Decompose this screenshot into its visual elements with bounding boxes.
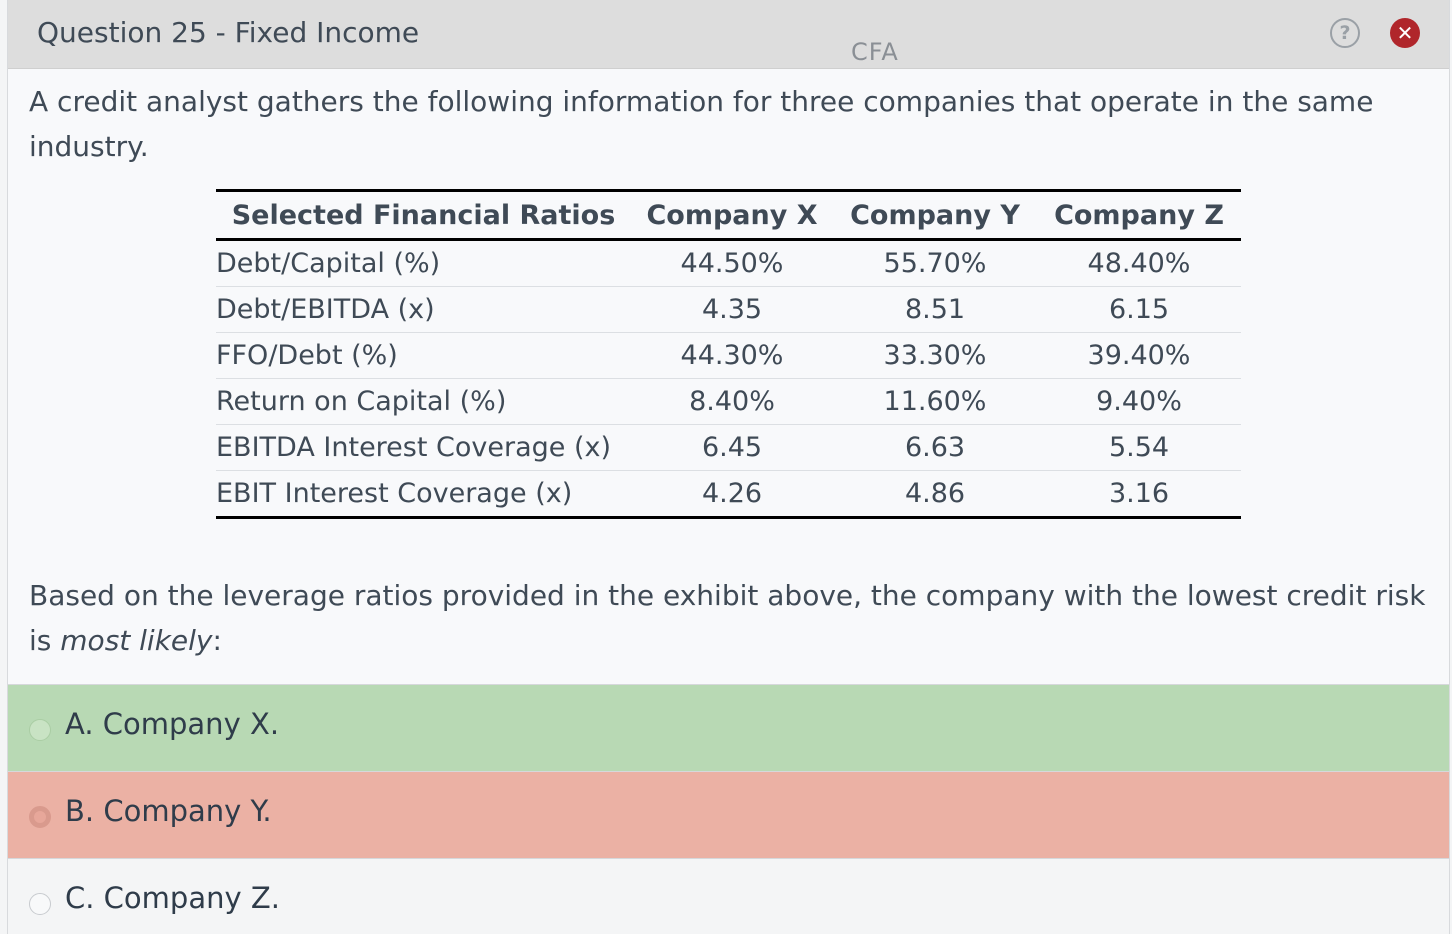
table-row: Debt/Capital (%) 44.50% 55.70% 48.40% (216, 239, 1241, 287)
company-y-value: 6.63 (833, 424, 1037, 471)
ratio-label: FFO/Debt (%) (216, 332, 631, 379)
cfa-watermark: CFA (851, 38, 899, 66)
company-x-value: 8.40% (631, 378, 833, 425)
table-row: Return on Capital (%) 8.40% 11.60% 9.40% (216, 378, 1241, 425)
financial-ratios-table: Selected Financial Ratios Company X Comp… (216, 189, 1241, 519)
question-suffix: : (212, 624, 222, 657)
table-row: EBIT Interest Coverage (x) 4.26 4.86 3.1… (216, 470, 1241, 519)
question-title: Question 25 - Fixed Income (37, 16, 420, 49)
question-window: Question 25 - Fixed Income CFA ? ✕ A cre… (7, 0, 1450, 934)
header-ratio: Selected Financial Ratios (216, 189, 631, 241)
question-intro: A credit analyst gathers the following i… (29, 85, 1374, 163)
option-c[interactable]: C. Company Z. (8, 858, 1449, 934)
question-emphasis: most likely (60, 624, 213, 657)
company-z-value: 39.40% (1037, 332, 1241, 379)
header-company-x: Company X (631, 189, 833, 241)
header-company-y: Company Y (833, 189, 1037, 241)
company-y-value: 8.51 (833, 286, 1037, 333)
company-z-value: 3.16 (1037, 470, 1241, 519)
company-z-value: 6.15 (1037, 286, 1241, 333)
company-x-value: 4.26 (631, 470, 833, 519)
option-c-radio[interactable] (29, 893, 51, 915)
company-y-value: 11.60% (833, 378, 1037, 425)
title-bar: Question 25 - Fixed Income CFA ? ✕ (8, 0, 1449, 69)
option-b[interactable]: B. Company Y. (8, 771, 1449, 858)
option-b-label: B. Company Y. (65, 794, 272, 828)
ratio-label: Debt/Capital (%) (216, 239, 631, 287)
question-prefix: Based on the leverage ratios provided in… (29, 579, 1426, 657)
close-icon[interactable]: ✕ (1390, 18, 1420, 48)
option-a-label: A. Company X. (65, 707, 280, 741)
option-b-radio[interactable] (29, 806, 51, 828)
company-x-value: 44.30% (631, 332, 833, 379)
option-a-radio[interactable] (29, 719, 51, 741)
question-prompt: Based on the leverage ratios provided in… (29, 573, 1439, 663)
company-x-value: 6.45 (631, 424, 833, 471)
ratio-label: Debt/EBITDA (x) (216, 286, 631, 333)
option-a[interactable]: A. Company X. (8, 684, 1449, 771)
table-row: FFO/Debt (%) 44.30% 33.30% 39.40% (216, 332, 1241, 379)
ratio-label: EBITDA Interest Coverage (x) (216, 424, 631, 471)
company-z-value: 48.40% (1037, 239, 1241, 287)
help-icon[interactable]: ? (1330, 18, 1360, 48)
header-company-z: Company Z (1037, 189, 1241, 241)
ratio-label: EBIT Interest Coverage (x) (216, 470, 631, 519)
company-z-value: 9.40% (1037, 378, 1241, 425)
company-y-value: 4.86 (833, 470, 1037, 519)
ratio-label: Return on Capital (%) (216, 378, 631, 425)
company-y-value: 33.30% (833, 332, 1037, 379)
company-y-value: 55.70% (833, 239, 1037, 287)
company-z-value: 5.54 (1037, 424, 1241, 471)
company-x-value: 4.35 (631, 286, 833, 333)
answer-options: A. Company X. B. Company Y. C. Company Z… (8, 684, 1449, 934)
option-c-label: C. Company Z. (65, 881, 280, 915)
table-row: EBITDA Interest Coverage (x) 6.45 6.63 5… (216, 424, 1241, 471)
table-row: Debt/EBITDA (x) 4.35 8.51 6.15 (216, 286, 1241, 333)
company-x-value: 44.50% (631, 239, 833, 287)
table-header-row: Selected Financial Ratios Company X Comp… (216, 189, 1241, 241)
